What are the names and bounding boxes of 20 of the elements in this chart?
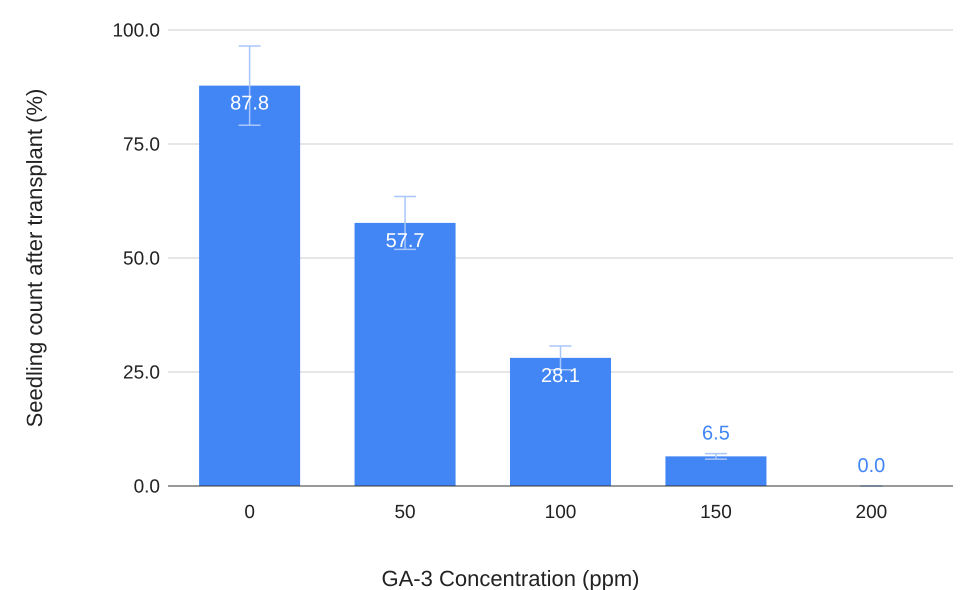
y-tick-label: 50.0	[123, 248, 160, 270]
x-tick-label: 150	[700, 502, 732, 523]
bar	[354, 222, 456, 486]
x-tick-label: 0	[244, 502, 255, 523]
y-tick-label: 25.0	[123, 362, 160, 384]
y-tick-label: 75.0	[123, 134, 160, 156]
y-axis-title: Seedling count after transplant (%)	[22, 88, 47, 428]
y-tick-label: 0.0	[134, 476, 160, 498]
bar	[199, 86, 300, 486]
bar	[665, 456, 766, 486]
data-label: 28.1	[541, 364, 580, 387]
x-tick-label: 50	[394, 502, 416, 523]
data-label: 6.5	[702, 422, 730, 445]
data-label: 0.0	[857, 455, 886, 477]
data-label: 57.7	[386, 230, 425, 252]
x-tick-label: 100	[544, 502, 576, 523]
data-label: 87.8	[230, 92, 270, 115]
x-tick-label: 200	[856, 502, 888, 523]
y-tick-label: 100.0	[112, 20, 160, 42]
bar	[510, 358, 612, 486]
